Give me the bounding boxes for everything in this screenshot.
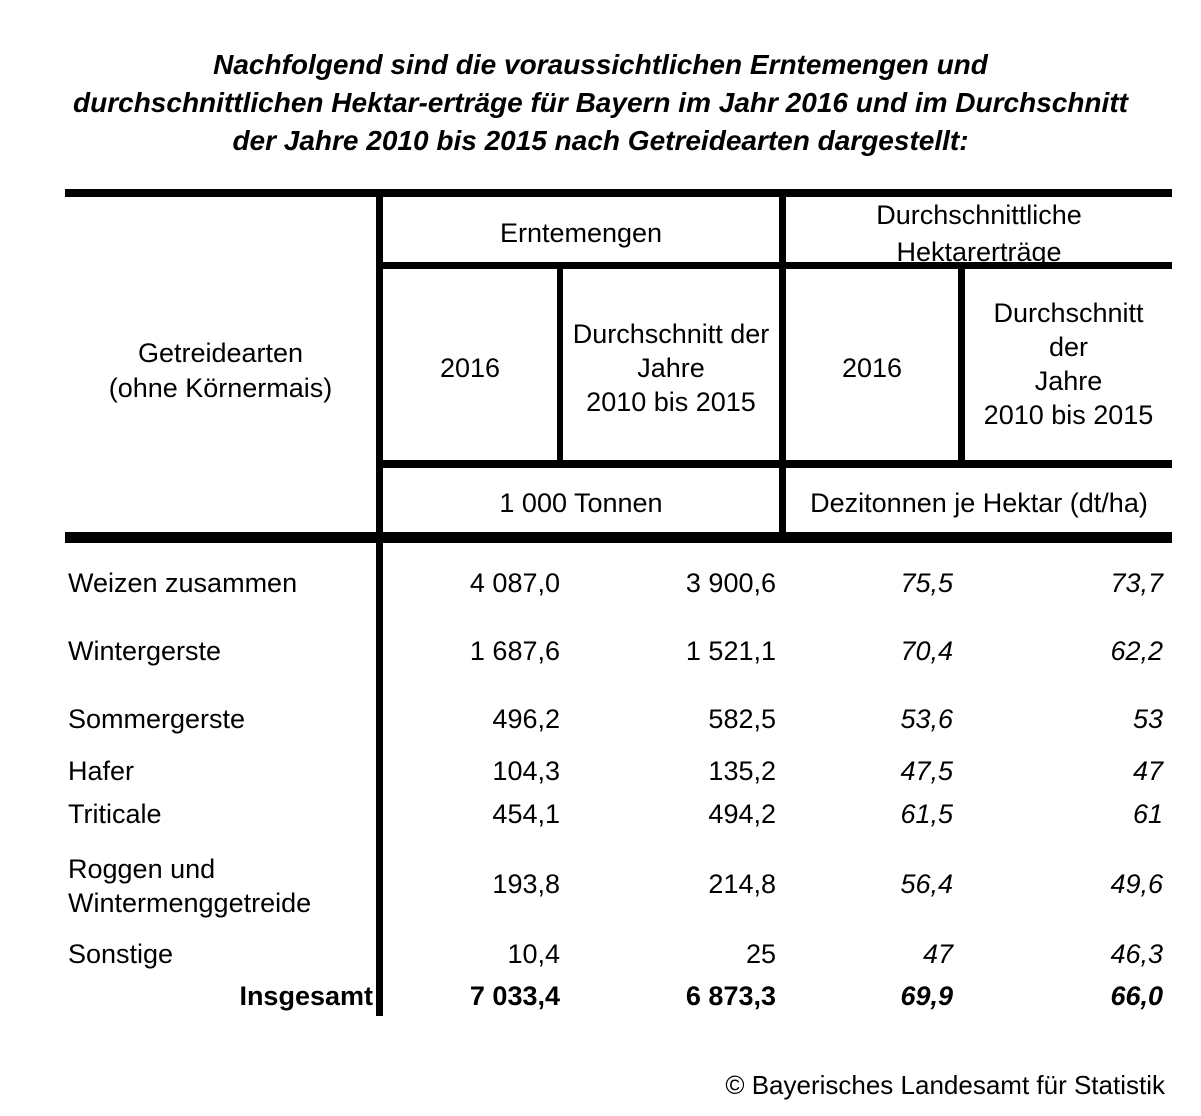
totals-cell-value: 69,9 <box>900 981 953 1011</box>
cell-value: 214,8 <box>708 869 776 899</box>
row-label: Sommergerste <box>68 704 246 734</box>
document-title: Nachfolgend sind die voraussichtlichen E… <box>73 49 1128 156</box>
cell-value: 454,1 <box>492 799 560 829</box>
cell-value: 53 <box>1132 704 1163 734</box>
cell-value: 47 <box>1132 756 1163 786</box>
totals-row-label: Insgesamt <box>239 981 373 1011</box>
col-header-erntemengen-avg: Durchschnitt der Jahre 2010 bis 2015 <box>572 319 770 417</box>
cell-value: 25 <box>745 939 776 969</box>
totals-cell-value: 6 873,3 <box>685 981 776 1011</box>
cell-value: 70,4 <box>900 636 953 666</box>
cell-value: 61,5 <box>900 799 953 829</box>
group-header-erntemengen: Erntemengen <box>499 218 663 248</box>
cell-value: 75,5 <box>900 568 953 598</box>
group-divider <box>779 189 786 543</box>
unit-header-dezitonnen: Dezitonnen je Hektar (dt/ha) <box>810 488 1148 518</box>
col-header-hektar-avg: Durchschnitt der Jahre 2010 bis 2015 <box>983 298 1154 430</box>
cell-value: 1 521,1 <box>685 636 776 666</box>
hektar-inner-divider <box>958 269 965 468</box>
cell-value: 56,4 <box>900 869 953 899</box>
row-label: Wintergerste <box>68 636 222 666</box>
cell-value: 10,4 <box>507 939 560 969</box>
cell-value: 4 087,0 <box>469 568 560 598</box>
cell-value: 135,2 <box>708 756 776 786</box>
cell-value: 1 687,6 <box>469 636 560 666</box>
totals-cell-value: 7 033,4 <box>469 981 560 1011</box>
cell-value: 582,5 <box>708 704 776 734</box>
cell-value: 47 <box>922 939 953 969</box>
cell-value: 61 <box>1132 799 1163 829</box>
group-header-hektarertraege: Durchschnittliche Hektarerträge <box>876 200 1082 267</box>
cell-value: 73,7 <box>1110 568 1163 598</box>
cell-value: 496,2 <box>492 704 560 734</box>
row-label: Roggen und Wintermenggetreide <box>68 854 312 918</box>
row-header-getreidearten: Getreidearten (ohne Körnermais) <box>108 338 333 403</box>
copyright-footer: © Bayerisches Landesamt für Statistik <box>725 1070 1165 1100</box>
stub-column-divider <box>376 189 383 1016</box>
cell-value: 494,2 <box>708 799 776 829</box>
erntemengen-inner-divider <box>557 262 563 468</box>
col-header-erntemengen-2016: 2016 <box>439 353 501 383</box>
cell-value: 193,8 <box>492 869 560 899</box>
row-label: Triticale <box>68 799 162 829</box>
cell-value: 3 900,6 <box>685 568 776 598</box>
cell-value: 47,5 <box>900 756 953 786</box>
table-rule-under-units <box>65 532 1172 543</box>
unit-header-tonnen: 1 000 Tonnen <box>499 488 663 518</box>
row-label: Hafer <box>68 756 135 786</box>
cell-value: 62,2 <box>1110 636 1163 666</box>
cell-value: 46,3 <box>1110 939 1163 969</box>
cell-value: 53,6 <box>900 704 953 734</box>
table-rule-under-group-headers <box>376 262 1172 269</box>
row-label: Weizen zusammen <box>68 568 298 598</box>
table-border-top <box>65 189 1172 197</box>
col-header-hektar-2016: 2016 <box>841 353 903 383</box>
table-rule-under-col-headers <box>376 460 1172 468</box>
cell-value: 104,3 <box>492 756 560 786</box>
totals-cell-value: 66,0 <box>1110 981 1163 1011</box>
row-label: Sonstige <box>68 939 174 969</box>
cell-value: 49,6 <box>1110 869 1163 899</box>
